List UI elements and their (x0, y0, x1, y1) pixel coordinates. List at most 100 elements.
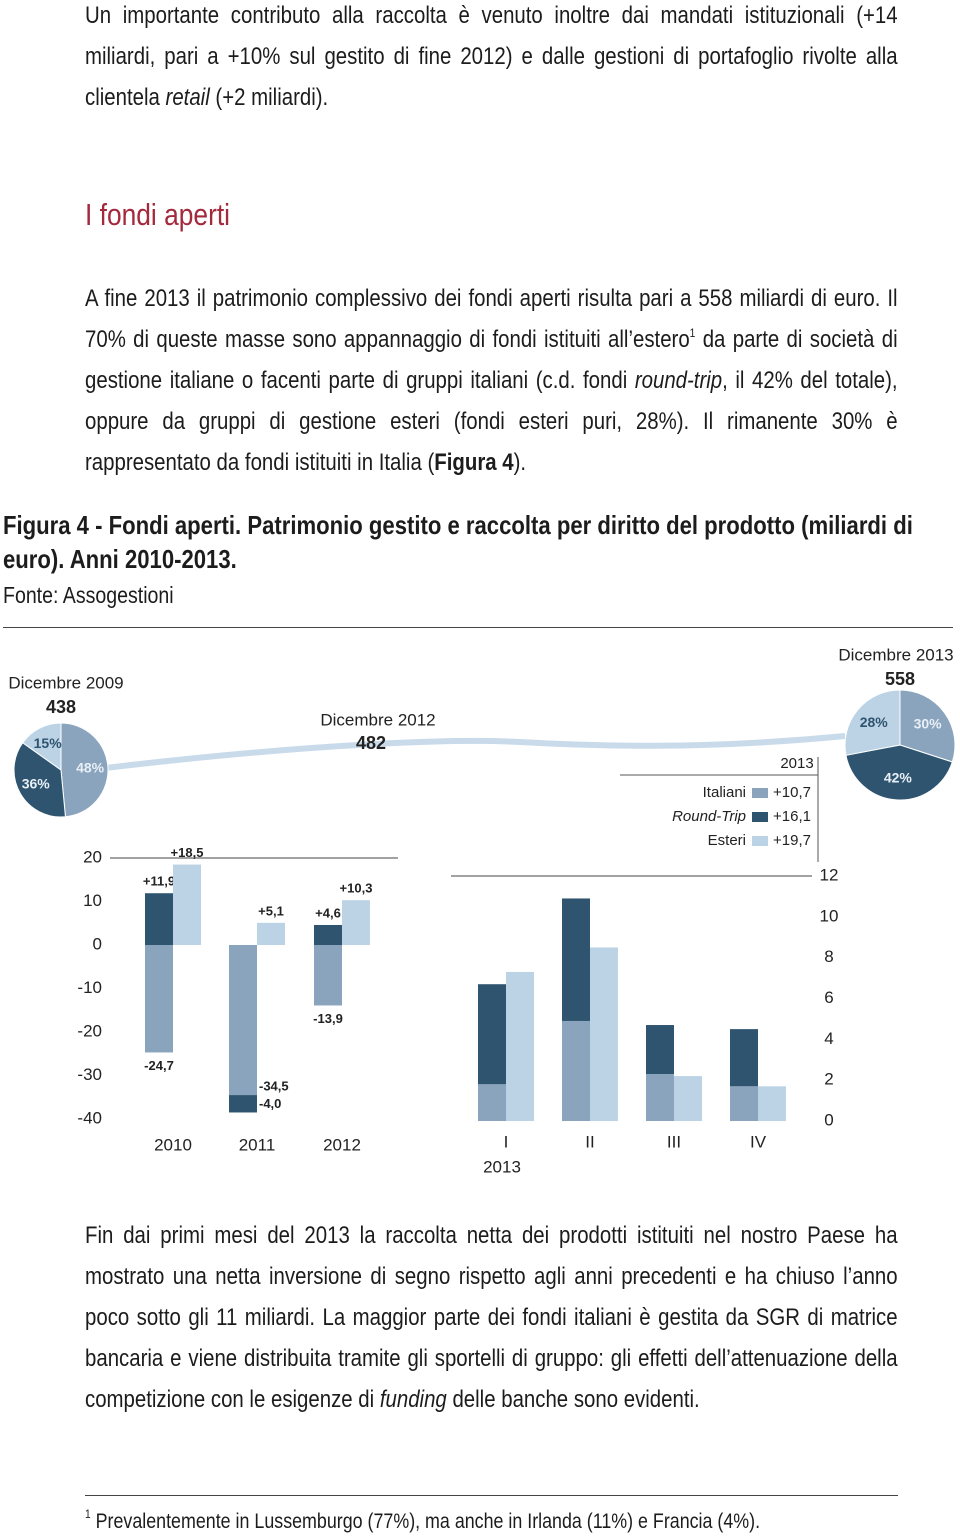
bar (229, 1095, 257, 1113)
value-label: -24,7 (144, 1058, 174, 1073)
x-tick-label: I (504, 1132, 509, 1151)
y-tick-label: 0 (824, 1110, 833, 1129)
pie-title: Dicembre 2013 (838, 645, 953, 664)
text-run: ). (513, 449, 527, 476)
legend-label: Esteri (708, 832, 746, 849)
bar (478, 984, 506, 1085)
bar (145, 893, 173, 945)
pie-slice (22, 722, 62, 771)
x-tick-label: IV (750, 1132, 767, 1151)
x-group-label: 2013 (483, 1157, 521, 1176)
value-label: +4,6 (315, 905, 341, 920)
bar (314, 924, 342, 945)
figure-source: Fonte: Assogestioni (3, 582, 174, 608)
legend-swatch (752, 836, 768, 846)
value-label: +18,5 (171, 845, 204, 860)
pie-total: 438 (46, 697, 76, 717)
value-label: -34,5 (259, 1079, 289, 1094)
value-label: +10,3 (340, 881, 373, 896)
y-tick-label: -10 (77, 978, 102, 997)
legend-swatch (752, 812, 768, 822)
y-tick-label: 6 (824, 988, 833, 1007)
legend-label: Italiani (703, 784, 746, 801)
bar (730, 1086, 758, 1121)
y-tick-label: 10 (83, 891, 102, 910)
legend-total: +16,1 (773, 808, 811, 825)
legend-title: 2013 (780, 755, 813, 772)
value-label: -13,9 (313, 1011, 343, 1026)
x-tick-label: III (667, 1132, 681, 1151)
x-tick-label: 2012 (323, 1135, 361, 1154)
bar (646, 1025, 674, 1075)
y-tick-label: 8 (824, 947, 833, 966)
pie-slice (845, 744, 953, 801)
text-run: 1 (689, 326, 696, 340)
text-run: A fine 2013 il patrimonio complessivo de… (85, 285, 898, 353)
text-run: Un importante contributo alla raccolta è… (85, 2, 898, 111)
pie-label: 48% (76, 759, 105, 775)
text-run: delle banche sono evidenti. (446, 1386, 700, 1413)
x-tick-label: 2011 (239, 1135, 276, 1154)
bar (674, 1076, 702, 1121)
y-tick-label: 0 (93, 934, 102, 953)
y-tick-label: 2 (824, 1070, 833, 1089)
annotation-title: Dicembre 2012 (320, 710, 435, 729)
y-tick-label: 20 (83, 847, 102, 866)
bar (562, 1020, 590, 1121)
text-run: da parte di società di gestione italiane… (85, 326, 898, 394)
section-title: I fondi aperti (85, 197, 231, 232)
annotation-total: 482 (356, 733, 386, 753)
bar (229, 945, 257, 1096)
bar (730, 1029, 758, 1087)
pie-slice (899, 689, 956, 763)
x-tick-label: 2010 (154, 1135, 192, 1154)
footnote-marker: 1 (85, 1507, 91, 1521)
paragraph: A fine 2013 il patrimonio complessivo de… (85, 278, 898, 483)
text-run: Figura 4 (434, 449, 514, 476)
footnote: 1 Prevalentemente in Lussemburgo (77%), … (85, 1508, 898, 1536)
pie-label: 30% (914, 716, 943, 732)
text-run: (+2 miliardi). (209, 84, 329, 111)
legend-total: +19,7 (773, 832, 811, 849)
trend-curve (104, 733, 846, 771)
pie-slice (844, 689, 901, 756)
value-label: +5,1 (258, 903, 284, 918)
pie-label: 42% (884, 770, 913, 786)
pie-title: Dicembre 2009 (8, 673, 123, 692)
pie-slice (13, 742, 67, 818)
bar (257, 922, 285, 945)
bar (478, 1084, 506, 1121)
value-label: +11,9 (143, 874, 175, 889)
text-run: round-trip (634, 367, 723, 394)
y-tick-label: 10 (820, 906, 839, 925)
pie-total: 558 (885, 669, 915, 689)
text-run: funding (379, 1386, 447, 1413)
legend-label: Round-Trip (672, 808, 746, 825)
legend-swatch (752, 788, 768, 798)
y-tick-label: -30 (77, 1065, 102, 1084)
y-tick-label: -20 (77, 1021, 102, 1040)
text-run: Fin dai primi mesi del 2013 la raccolta … (85, 1222, 898, 1413)
pie-slice (60, 722, 109, 818)
figure-caption: Figura 4 - Fondi aperti. Patrimonio gest… (3, 510, 913, 574)
footnote-rule (85, 1495, 898, 1496)
bar (173, 864, 201, 945)
footnote-text: Prevalentemente in Lussemburgo (77%), ma… (95, 1510, 761, 1533)
bar (590, 947, 618, 1121)
intro-paragraph: Un importante contributo alla raccolta è… (85, 0, 898, 118)
y-tick-label: 12 (820, 865, 839, 884)
x-tick-label: II (585, 1132, 594, 1151)
value-label: -4,0 (259, 1096, 281, 1111)
text-run: , il 42% del totale), oppure da gruppi d… (85, 367, 898, 476)
pie-label: 15% (34, 735, 63, 751)
figure-rule (3, 627, 953, 628)
bar (758, 1086, 786, 1121)
bar (646, 1074, 674, 1121)
pie-label: 36% (22, 775, 51, 791)
bar (342, 900, 370, 945)
legend-total: +10,7 (773, 784, 811, 801)
bar (314, 945, 342, 1006)
text-run: retail (165, 84, 210, 111)
